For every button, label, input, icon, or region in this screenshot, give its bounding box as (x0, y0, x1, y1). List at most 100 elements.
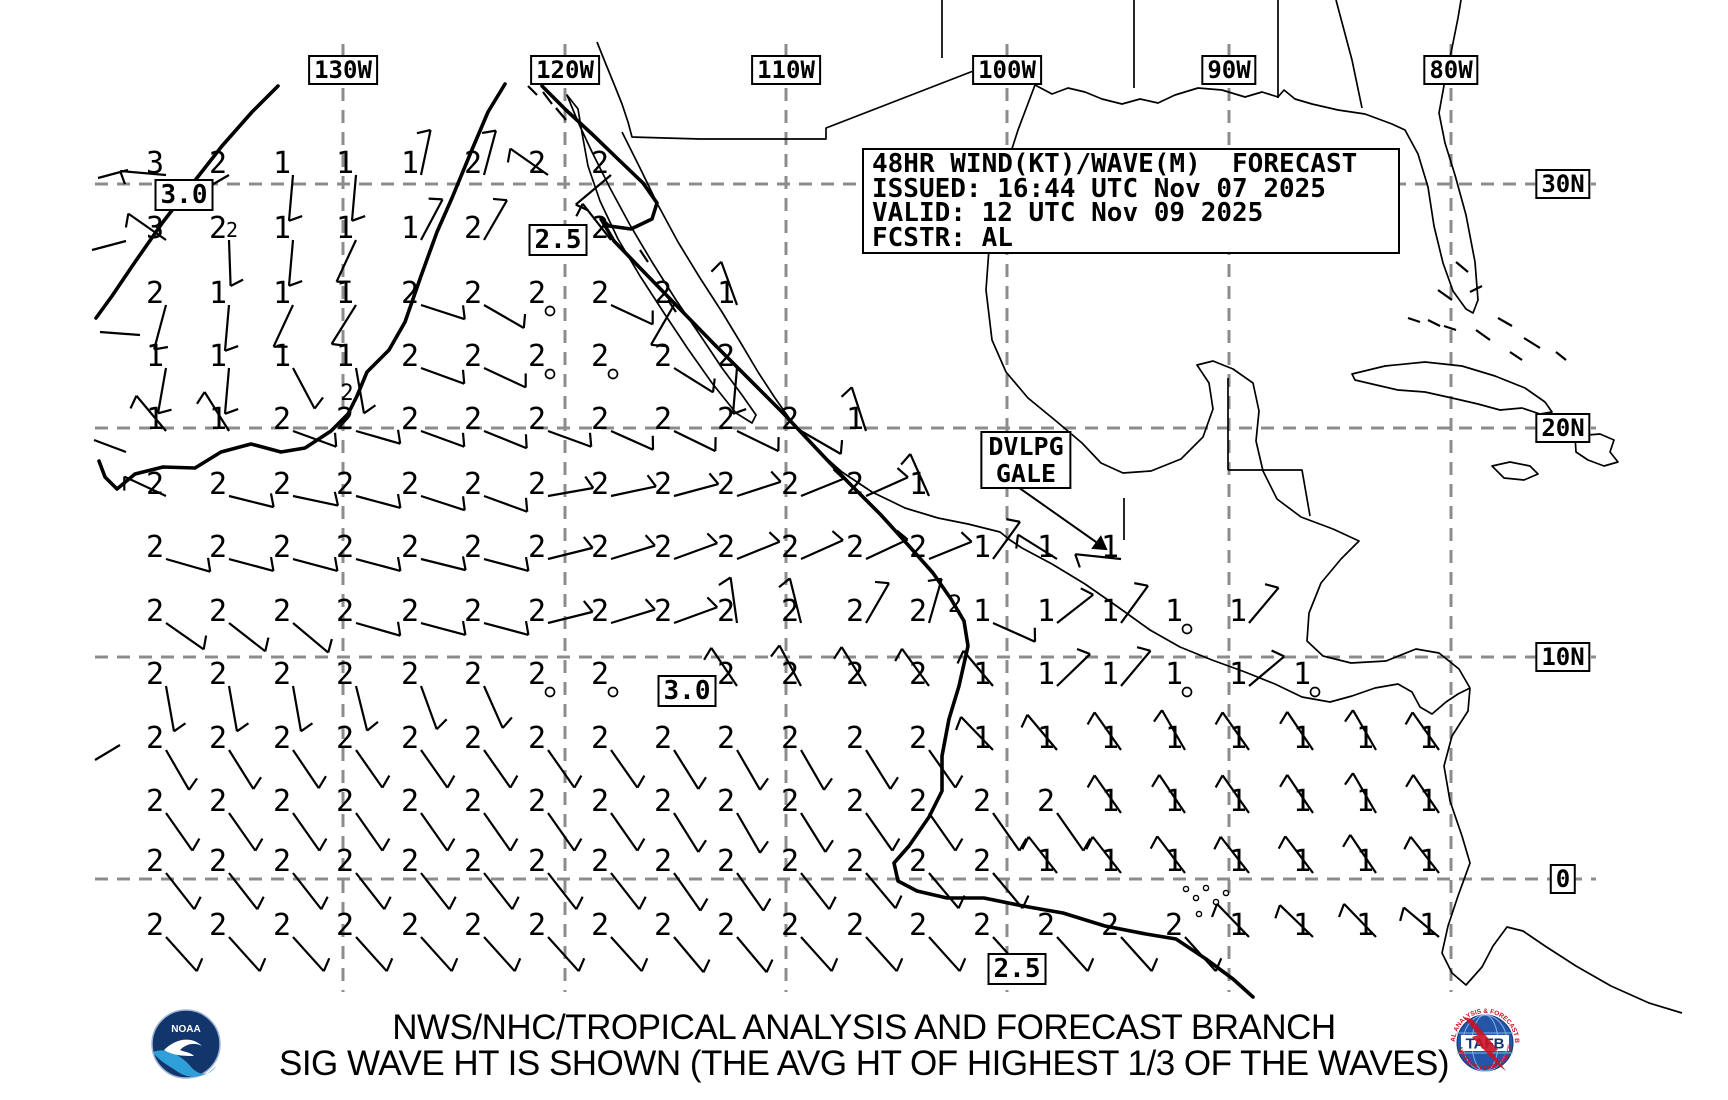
wind-wave-point: 2 (591, 594, 656, 629)
wind-wave-point: 1 (1214, 774, 1250, 819)
wind-barb-tick (575, 896, 584, 910)
longitude-label-80W: 80W (1423, 55, 1479, 85)
wind-wave-point: 1 (973, 518, 1021, 565)
forecast-forecaster: FCSTR: AL (872, 222, 1013, 253)
wind-barb-shaft (1248, 655, 1285, 687)
wind-barb-shaft (928, 749, 957, 789)
wind-wave-point: 2 (336, 721, 391, 789)
wind-barb-tick (461, 369, 466, 384)
wave-height-value: 2 (528, 146, 546, 181)
wave-height-value: 1 (1101, 594, 1119, 629)
wind-barb-tick (1277, 835, 1287, 850)
wave-height-value: 2 (209, 908, 227, 943)
wind-barb-shaft (736, 936, 768, 973)
wind-barb-shaft (420, 429, 465, 448)
wind-wave-point: 1 (1405, 774, 1440, 819)
barb-fragment-2 (99, 330, 141, 337)
wind-barb-shaft (547, 429, 592, 448)
wind-wave-point: 1 (1151, 774, 1186, 819)
wave-height-value: 1 (273, 339, 291, 374)
wave-height-value: 2 (781, 908, 799, 943)
wind-barb-shaft (355, 557, 401, 572)
wind-barb-shaft (1161, 709, 1186, 751)
wind-barb-tick (770, 470, 782, 483)
wave-height-value: 3 (146, 146, 164, 181)
wave-height-value: 2 (909, 844, 927, 879)
wind-barb-shaft (1056, 653, 1091, 687)
wind-barb-tick (448, 896, 457, 910)
wind-barb-shaft (203, 391, 230, 432)
wind-barb-tick (509, 775, 519, 789)
wind-barb-tick (824, 839, 834, 853)
wind-wave-point: 2 (717, 467, 782, 502)
dvlpg-gale-line2: GALE (995, 459, 1057, 488)
calm-wind-icon (1181, 623, 1193, 635)
island-stroke-11 (1475, 329, 1491, 341)
wave-height-value: 2 (591, 721, 609, 756)
wind-wave-point: 1 (1211, 903, 1250, 943)
wind-barb-shaft (1349, 834, 1377, 874)
wind-barb-shaft (800, 539, 844, 561)
wind-barb-shaft (865, 936, 898, 972)
wind-barb-shaft (482, 130, 497, 176)
wave-height-value: 2 (846, 784, 864, 819)
wave-height-value: 2 (401, 402, 419, 437)
wind-wave-point: 2 (717, 844, 772, 912)
wind-wave-point: 2 (146, 594, 208, 651)
wind-barb-shaft (928, 936, 961, 972)
wave-height-value: 2 (273, 844, 291, 879)
wind-wave-point: 2 (401, 721, 456, 789)
wind-wave-point: 2 (464, 657, 513, 729)
wind-barb-tick (461, 496, 466, 511)
wind-wave-point: 1 (1085, 836, 1122, 879)
wave-height-value: 2 (146, 784, 164, 819)
island-stroke-10 (1509, 351, 1523, 361)
wave-height-value: 2 (591, 467, 609, 502)
wind-barb-tick (840, 386, 853, 398)
wind-barb-tick (396, 429, 402, 444)
wind-barb-shaft (1158, 774, 1186, 814)
wind-barb-shaft (420, 936, 453, 972)
wind-barb-tick (1344, 772, 1354, 786)
wave-height-value: 2 (528, 402, 546, 437)
wind-barb-tick (874, 580, 890, 585)
wind-barb-shaft (123, 475, 167, 497)
wind-barb-tick (461, 305, 466, 320)
wave-height-value: 2 (464, 276, 482, 311)
wind-barb-tick (770, 644, 781, 658)
wind-wave-point: 2 (781, 721, 833, 791)
wind-wave-point: 2 (781, 844, 837, 910)
wind-barb-shaft (1091, 836, 1122, 874)
wind-wave-point: 2 (973, 784, 1028, 852)
wind-barb-shaft (928, 812, 957, 852)
wind-barb-tick (823, 777, 833, 791)
wind-wave-point: 2 (591, 844, 647, 910)
wind-barb-shaft (228, 494, 274, 509)
wind-barb-shaft (292, 936, 325, 972)
wind-barb-tick (269, 493, 275, 508)
wave-height-value: 2 (973, 784, 991, 819)
wind-wave-point: 2 (123, 467, 167, 502)
wind-barb-tick (1344, 709, 1354, 723)
wind-barb-tick (1214, 774, 1224, 788)
wind-wave-point: 2 (781, 467, 845, 502)
wind-barb-shaft (420, 303, 466, 321)
wind-barb-tick (461, 556, 467, 571)
wind-barb-tick (896, 467, 909, 479)
wind-barb-tick (573, 838, 583, 852)
wind-wave-point: 2 (340, 381, 353, 406)
wave-height-value: 2 (146, 721, 164, 756)
wind-barb-tick (254, 838, 264, 852)
tafb-logo: TAFB TROPICAL ANALYSIS & FORECAST BRANCH… (1447, 1005, 1523, 1081)
island-stroke-6 (1469, 285, 1483, 293)
wind-wave-point: 1 (1149, 835, 1186, 879)
wind-barb-shaft (509, 147, 549, 176)
contour-label-3p0-2: 3.0 (657, 675, 717, 707)
wind-wave-point: 2 (273, 467, 340, 507)
wind-barb-tick (1399, 907, 1405, 922)
wind-barb-shaft (355, 749, 384, 789)
jamaica (1491, 461, 1539, 481)
wind-barb-shaft (292, 494, 339, 507)
wind-barb-tick (957, 895, 966, 909)
